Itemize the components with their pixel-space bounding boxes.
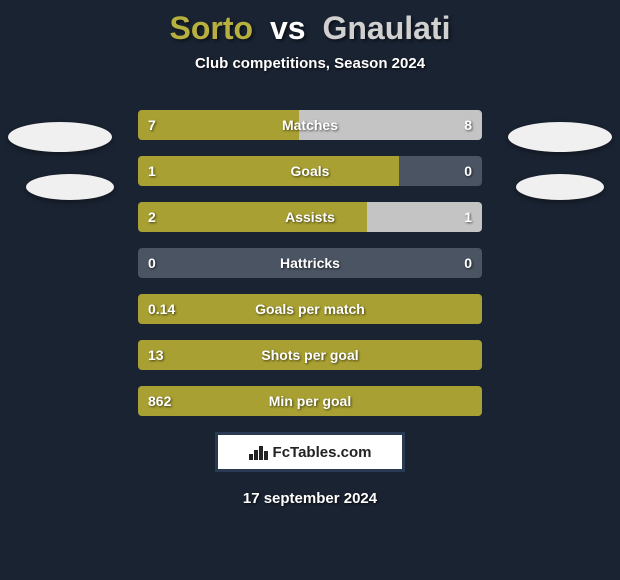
- branding-text: FcTables.com: [273, 444, 372, 461]
- stats-container: 7 8 Matches 1 0 Goals 2 1 Assists 0 0 Hattricks 0.14…: [138, 110, 482, 416]
- decorative-ellipse: [26, 174, 114, 200]
- decorative-ellipse: [516, 174, 604, 200]
- stat-value-left: 1: [148, 163, 156, 179]
- decorative-ellipse: [8, 122, 112, 152]
- page-title: Sorto vs Gnaulati: [0, 0, 620, 47]
- stat-row: 0.14 Goals per match: [138, 294, 482, 324]
- stat-row: 7 8 Matches: [138, 110, 482, 140]
- stat-value-right: 0: [464, 163, 472, 179]
- stat-value-left: 7: [148, 117, 156, 133]
- date-label: 17 september 2024: [0, 490, 620, 507]
- title-player2: Gnaulati: [322, 10, 450, 46]
- stat-row: 0 0 Hattricks: [138, 248, 482, 278]
- stat-value-left: 862: [148, 393, 171, 409]
- stat-row: 13 Shots per goal: [138, 340, 482, 370]
- stat-value-left: 0: [148, 255, 156, 271]
- title-player1: Sorto: [170, 10, 254, 46]
- stat-value-right: 8: [464, 117, 472, 133]
- chart-icon: [249, 444, 269, 460]
- stat-label: Min per goal: [269, 393, 351, 409]
- stat-label: Goals: [291, 163, 330, 179]
- stat-label: Hattricks: [280, 255, 340, 271]
- stat-value-left: 13: [148, 347, 164, 363]
- stat-fill-left: [138, 156, 399, 186]
- stat-label: Matches: [282, 117, 338, 133]
- branding-box: FcTables.com: [215, 432, 405, 472]
- stat-value-left: 0.14: [148, 301, 175, 317]
- subtitle: Club competitions, Season 2024: [0, 55, 620, 72]
- stat-value-left: 2: [148, 209, 156, 225]
- stat-label: Goals per match: [255, 301, 365, 317]
- stat-value-right: 1: [464, 209, 472, 225]
- stat-label: Assists: [285, 209, 335, 225]
- stat-label: Shots per goal: [261, 347, 358, 363]
- stat-fill-left: [138, 110, 299, 140]
- stat-value-right: 0: [464, 255, 472, 271]
- title-vs: vs: [270, 10, 306, 46]
- stat-row: 862 Min per goal: [138, 386, 482, 416]
- stat-row: 2 1 Assists: [138, 202, 482, 232]
- decorative-ellipse: [508, 122, 612, 152]
- stat-row: 1 0 Goals: [138, 156, 482, 186]
